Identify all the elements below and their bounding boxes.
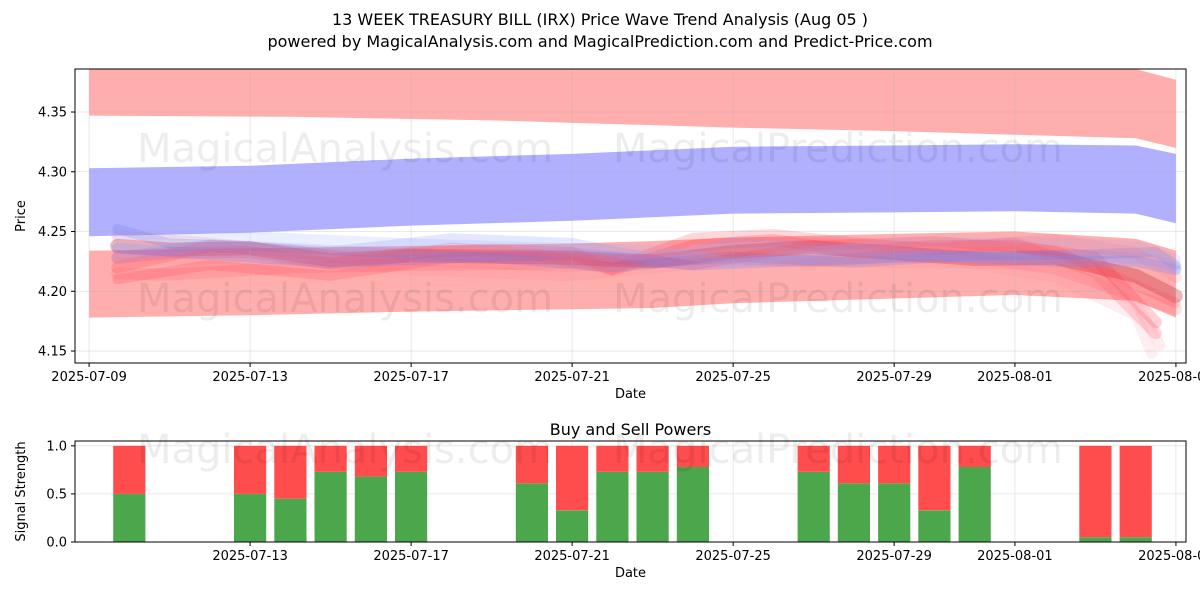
sell-power-bar — [314, 445, 347, 472]
buy-power-bar — [274, 498, 307, 542]
price-wave-chart: 2025-07-09 2025-07-13 2025-07-17 2025-07-21… — [14, 68, 1200, 402]
power-x-tick-label: 2025-08-01 — [977, 549, 1053, 564]
buy-power-bar — [878, 483, 911, 542]
power-y-axis-label: Signal Strength — [14, 441, 29, 541]
wave-line-10 — [112, 224, 1181, 273]
buy-power-bar — [918, 510, 951, 542]
sell-power-bar — [395, 445, 428, 472]
power-x-tick-label: 2025-07-13 — [212, 549, 288, 564]
watermark-mid-right: MagicalPrediction.com — [613, 276, 1063, 322]
sell-power-bar — [676, 445, 709, 467]
buy-power-bar — [797, 471, 830, 542]
buy-power-bar — [958, 467, 991, 542]
power-y-tick-label: 0.0 — [46, 536, 67, 551]
buy-power-bar — [596, 471, 629, 542]
sell-power-bar — [596, 445, 629, 472]
price-y-tick-label: 4.15 — [38, 345, 67, 360]
buy-power-bar — [314, 471, 347, 542]
power-x-tick-label: 2025-07-17 — [373, 549, 449, 564]
power-x-tick-label: 2025-08-05 — [1138, 549, 1200, 564]
watermark-bottom-left: MagicalAnalysis.com — [137, 427, 553, 473]
sell-power-bar — [234, 445, 267, 494]
power-chart-title: Buy and Sell Powers — [550, 420, 712, 439]
price-x-tick-label: 2025-07-09 — [51, 370, 127, 385]
price-y-tick-label: 4.30 — [38, 165, 67, 180]
watermark-top-left: MagicalAnalysis.com — [137, 126, 553, 172]
price-x-tick-label: 2025-08-01 — [977, 370, 1053, 385]
buy-power-bar — [515, 483, 548, 542]
wave-line-6 — [111, 242, 1158, 359]
price-x-tick-label: 2025-07-21 — [534, 370, 610, 385]
price-x-tick-label: 2025-08-05 — [1138, 370, 1200, 385]
power-y-tick-label: 1.0 — [46, 439, 67, 454]
chart-title: 13 WEEK TREASURY BILL (IRX) Price Wave T… — [332, 10, 868, 29]
wave-line-3 — [111, 250, 1182, 316]
sell-power-bar — [1079, 445, 1112, 538]
buy-power-bar — [676, 467, 709, 542]
power-x-tick-label: 2025-07-29 — [856, 549, 932, 564]
buy-power-bar — [556, 510, 589, 542]
watermark-bottom-right: MagicalPrediction.com — [613, 427, 1063, 473]
wave-line-4 — [111, 230, 1182, 283]
watermark-top-right: MagicalPrediction.com — [613, 126, 1063, 172]
price-x-tick-label: 2025-07-13 — [212, 370, 288, 385]
price-x-tick-label: 2025-07-17 — [373, 370, 449, 385]
wave-line-11 — [112, 230, 1181, 268]
sell-power-bar — [918, 445, 951, 511]
buy-power-bar — [837, 483, 870, 542]
sell-power-bar — [354, 445, 387, 477]
chart-subtitle: powered by MagicalAnalysis.com and Magic… — [267, 32, 932, 51]
blue-band — [89, 144, 1176, 237]
watermark-mid-left: MagicalAnalysis.com — [137, 276, 553, 322]
sell-power-bar — [878, 445, 911, 484]
price-y-tick-label: 4.20 — [38, 285, 67, 300]
sell-power-bar — [1119, 445, 1152, 538]
wave-line-8 — [111, 242, 1182, 276]
power-x-tick-label: 2025-07-25 — [695, 549, 771, 564]
buy-power-bar — [234, 493, 267, 542]
wave-line-2 — [111, 229, 1162, 340]
sell-power-bar — [958, 445, 991, 467]
sell-power-bar — [274, 445, 307, 499]
power-x-tick-label: 2025-07-21 — [534, 549, 610, 564]
wave-line-9 — [111, 233, 1182, 273]
wave-line-5 — [111, 251, 1166, 351]
price-plot-area — [89, 69, 1183, 359]
price-x-tick-label: 2025-07-29 — [856, 370, 932, 385]
power-axes-frame — [74, 440, 1187, 543]
buy-power-bar — [113, 493, 146, 542]
sell-power-bar — [113, 445, 146, 494]
sell-power-bar — [837, 445, 870, 484]
power-y-tick-label: 0.5 — [46, 487, 67, 502]
wave-line-7 — [112, 236, 1181, 309]
sell-power-bar — [636, 445, 669, 472]
sell-power-bar — [515, 445, 548, 484]
buy-sell-powers-chart: 2025-07-13 2025-07-17 2025-07-21 2025-07-25… — [14, 420, 1200, 581]
price-y-tick-label: 4.25 — [38, 225, 67, 240]
buy-power-bar — [395, 471, 428, 542]
buy-power-bar — [1079, 537, 1112, 542]
sell-power-bar — [556, 445, 589, 511]
wave-line-0 — [110, 238, 1183, 304]
price-y-tick-label: 4.35 — [38, 106, 67, 121]
price-x-axis-label: Date — [615, 387, 646, 402]
wave-line-1 — [111, 233, 1162, 329]
upper-red-band — [89, 69, 1176, 148]
buy-power-bar — [636, 471, 669, 542]
buy-power-bar — [1119, 537, 1152, 542]
buy-power-bar — [354, 476, 387, 542]
price-x-tick-label: 2025-07-25 — [695, 370, 771, 385]
lower-red-band — [89, 231, 1176, 318]
price-y-axis-label: Price — [14, 200, 29, 232]
power-x-axis-label: Date — [615, 566, 646, 581]
price-axes-frame — [74, 68, 1187, 364]
sell-power-bar — [797, 445, 830, 472]
